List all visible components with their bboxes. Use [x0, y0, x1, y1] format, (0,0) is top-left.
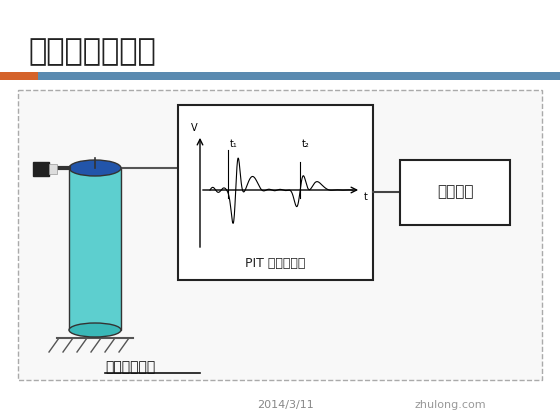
Bar: [49, 164, 57, 174]
Text: t₂: t₂: [302, 139, 310, 149]
Text: t₁: t₁: [230, 139, 238, 149]
Text: 现场检测流通图: 现场检测流通图: [28, 37, 156, 66]
Ellipse shape: [69, 323, 121, 337]
Text: V: V: [192, 123, 198, 133]
Bar: [38, 72, 560, 80]
Bar: [33, 162, 49, 176]
Bar: [69, 168, 121, 330]
Bar: [178, 105, 373, 280]
Bar: [18, 90, 542, 380]
Bar: [0, 72, 38, 80]
Text: 2014/3/11: 2014/3/11: [256, 400, 314, 410]
Text: 加速度传感器: 加速度传感器: [105, 360, 155, 374]
Bar: [400, 160, 510, 225]
Text: 输出设备: 输出设备: [437, 184, 473, 200]
Text: zhulong.com: zhulong.com: [414, 400, 486, 410]
Text: PIT 基桩测试仪: PIT 基桩测试仪: [245, 257, 305, 270]
Ellipse shape: [69, 160, 121, 176]
Text: t: t: [364, 192, 368, 202]
